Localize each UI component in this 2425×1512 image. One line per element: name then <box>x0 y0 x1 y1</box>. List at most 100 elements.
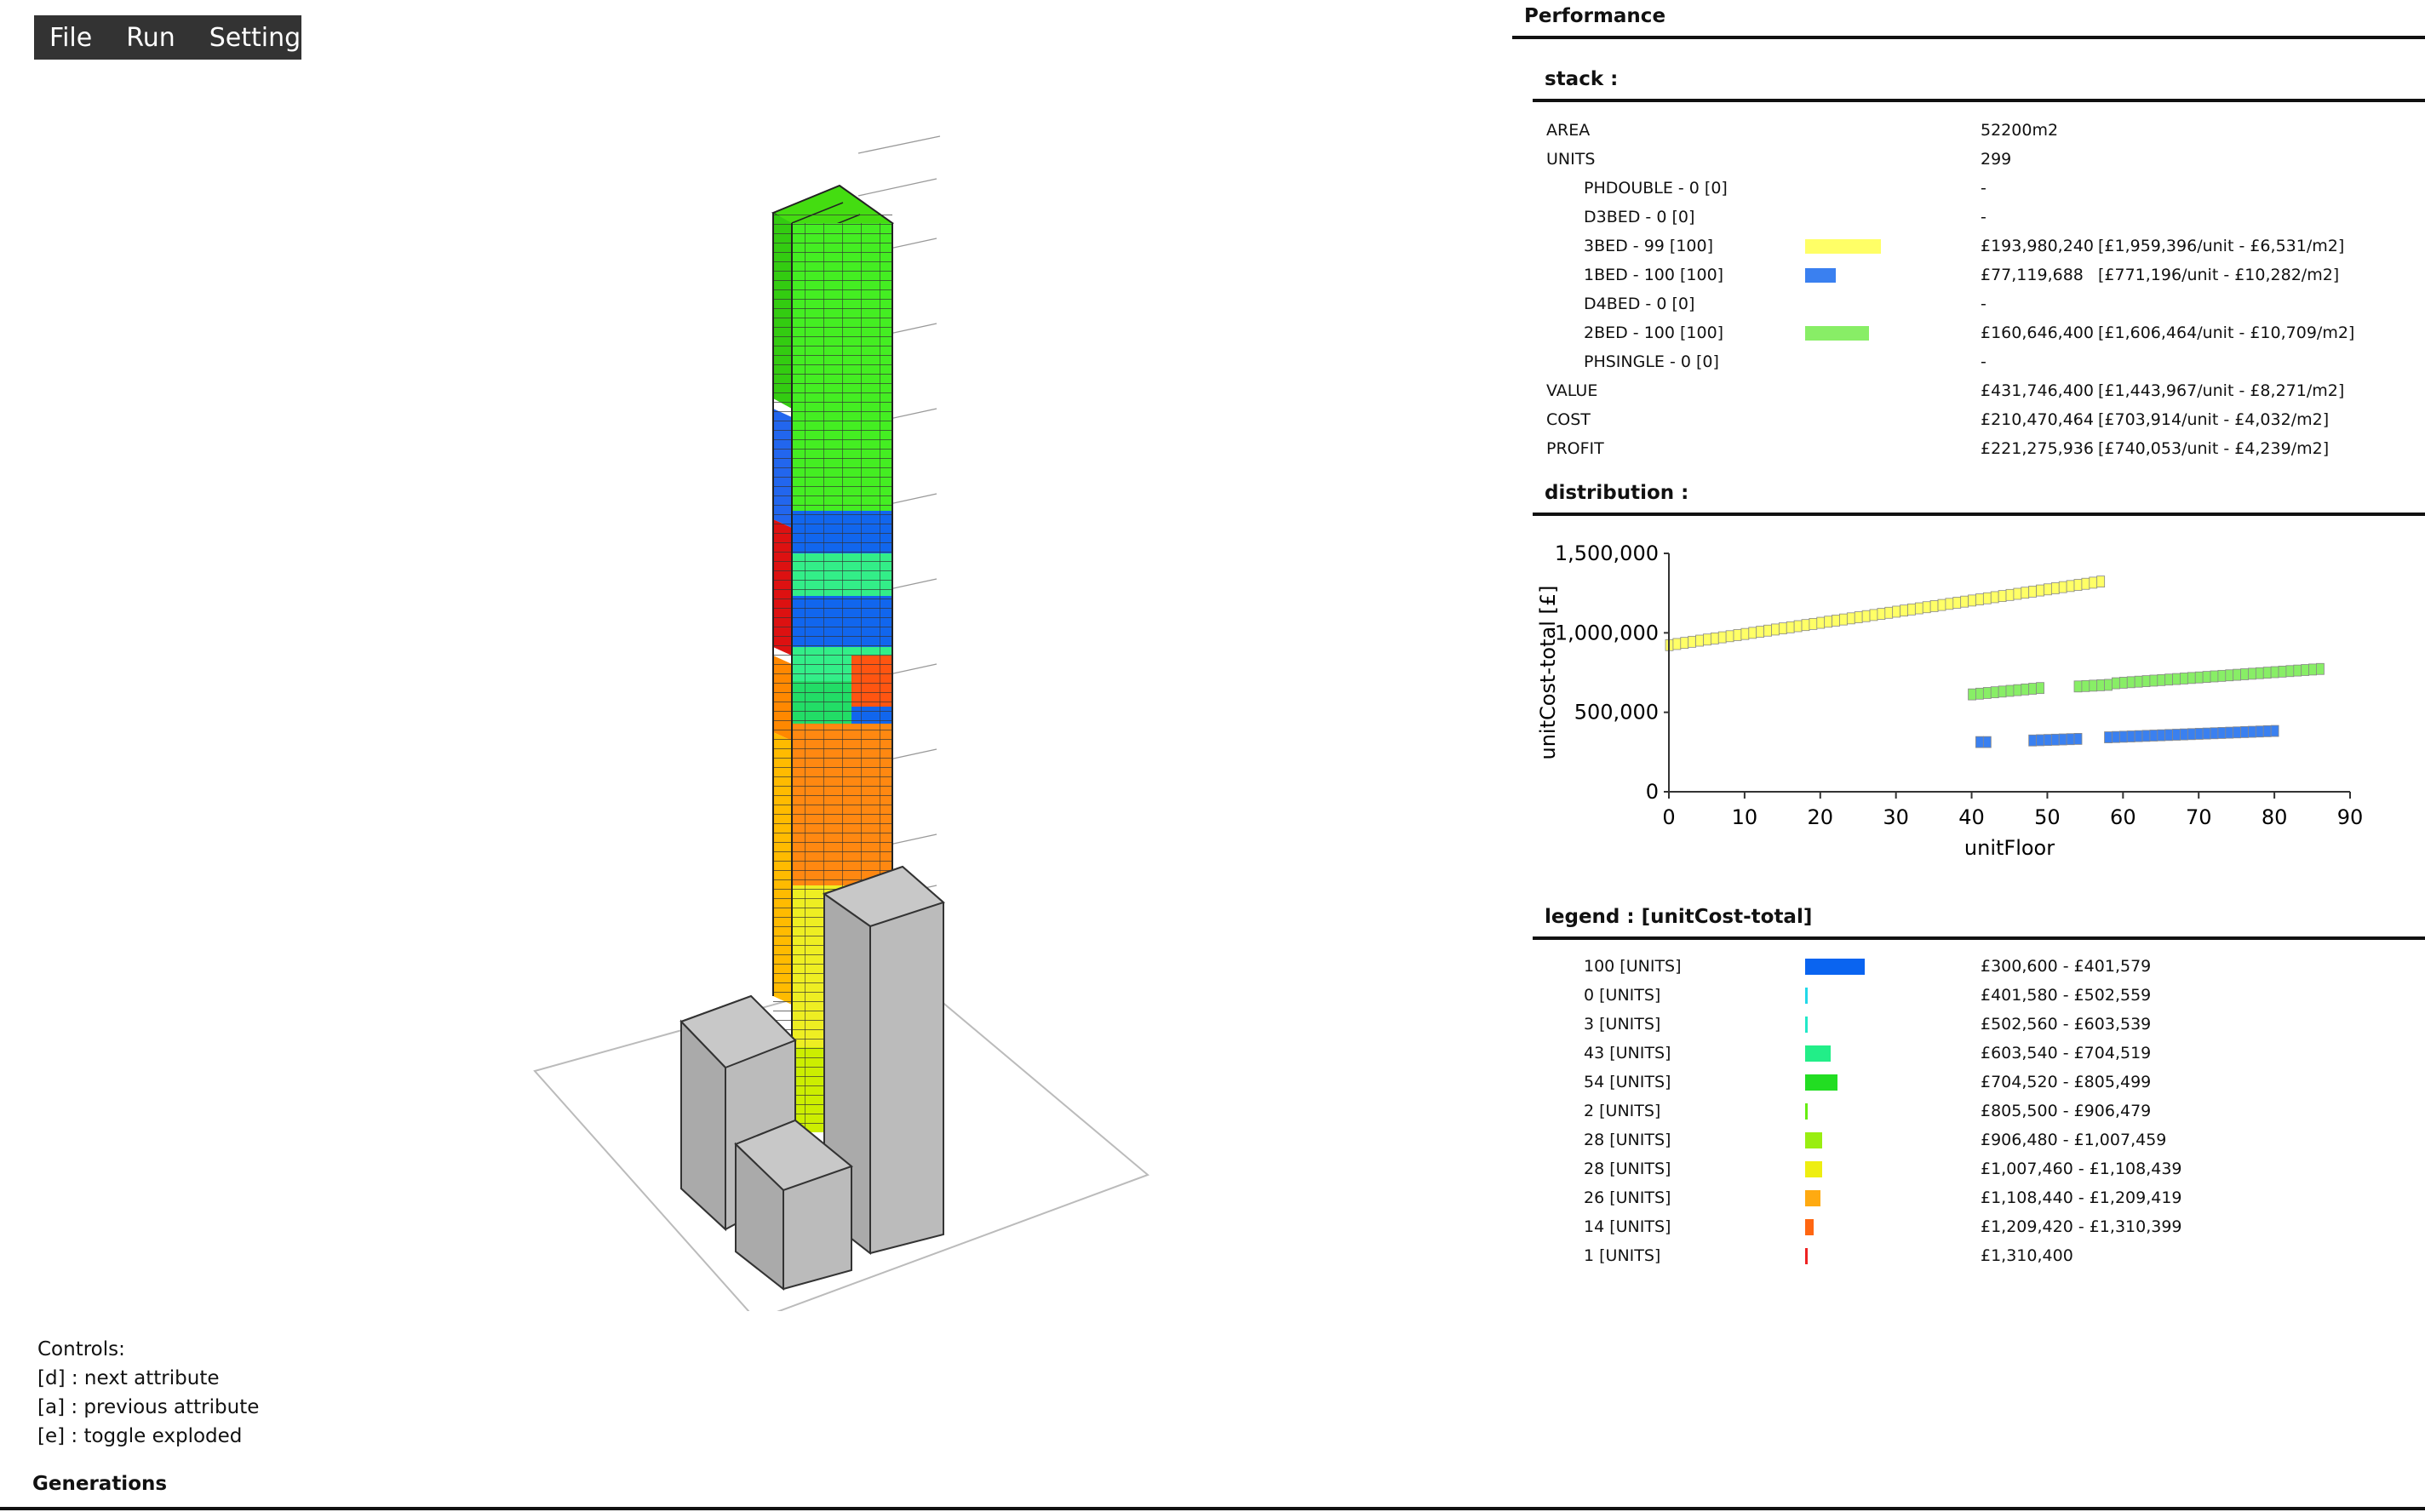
y-tick-label: 1,000,000 <box>1555 621 1659 644</box>
legend-row: 54 [UNITS] £704,520 - £805,499 <box>1584 1073 2418 1102</box>
x-tick-label: 80 <box>2262 805 2288 829</box>
scatter-point <box>1763 624 1772 637</box>
legend-count: 0 [UNITS] <box>1584 986 1661 1005</box>
legend-row: 2 [UNITS] £805,500 - £906,479 <box>1584 1102 2418 1131</box>
scatter-point <box>2058 733 2067 746</box>
scatter-point <box>2021 587 2030 599</box>
scatter-point <box>2187 728 2196 741</box>
scatter-point <box>1877 608 1886 620</box>
scatter-point <box>2005 588 2015 601</box>
legend-bar <box>1805 1132 1822 1148</box>
legend-row: 28 [UNITS] £1,007,460 - £1,108,439 <box>1584 1160 2418 1188</box>
scatter-point <box>2217 727 2227 739</box>
y-tick-label: 0 <box>1646 780 1659 804</box>
scatter-point <box>2233 668 2242 681</box>
scatter-point <box>1816 616 1826 629</box>
stack-row-cost: COST £210,470,464 [£703,914/unit - £4,03… <box>1546 410 2415 439</box>
unit-type-value: - <box>1981 295 1986 313</box>
scatter-point <box>2194 728 2204 740</box>
performance-title: Performance <box>1524 5 1666 27</box>
legend-bar <box>1805 1045 1832 1062</box>
legend-row: 1 [UNITS] £1,310,400 <box>1584 1246 2418 1275</box>
unit-type-row: 2BED - 100 [100] £160,646,400 [£1,606,46… <box>1546 324 2415 352</box>
legend-count: 43 [UNITS] <box>1584 1044 1671 1062</box>
scatter-point <box>1975 593 1984 605</box>
unit-type-label: D3BED - 0 [0] <box>1584 208 1695 226</box>
scatter-point <box>2172 673 2181 685</box>
unit-type-detail: [£1,959,396/unit - £6,531/m2] <box>2098 237 2345 255</box>
legend-bar <box>1805 1248 1808 1264</box>
scatter-point <box>2262 725 2272 737</box>
scatter-point <box>1839 613 1848 626</box>
scatter-point <box>1725 630 1734 643</box>
row-label: PROFIT <box>1546 439 1604 458</box>
menu-settings[interactable]: Settings <box>209 22 314 53</box>
scatter-point <box>1982 687 1992 699</box>
scatter-point <box>2157 729 2166 742</box>
legend-count: 2 [UNITS] <box>1584 1102 1661 1120</box>
scatter-point <box>2081 577 2090 590</box>
menu-file[interactable]: File <box>49 22 93 53</box>
legend-range: £906,480 - £1,007,459 <box>1981 1131 2167 1149</box>
scatter-point <box>2126 730 2135 742</box>
scatter-point <box>1861 610 1871 622</box>
divider <box>1512 36 2425 39</box>
scatter-point <box>1922 601 1931 614</box>
scatter-point <box>2149 730 2158 742</box>
y-tick-label: 500,000 <box>1574 701 1659 724</box>
legend-bar <box>1805 1074 1837 1091</box>
scatter-point <box>2149 674 2158 687</box>
scatter-point <box>2104 679 2113 691</box>
legend-bar <box>1805 1219 1814 1235</box>
x-tick-label: 70 <box>2186 805 2212 829</box>
scatter-point <box>1710 633 1719 644</box>
stack-row-value: VALUE £431,746,400 [£1,443,967/unit - £8… <box>1546 381 2415 410</box>
scatter-point <box>1695 634 1704 647</box>
legend-row: 26 [UNITS] £1,108,440 - £1,209,419 <box>1584 1188 2418 1217</box>
scatter-point <box>2270 724 2279 737</box>
row-detail: [£740,053/unit - £4,239/m2] <box>2098 439 2330 458</box>
row-value: £221,275,936 <box>1981 439 2094 458</box>
scatter-point <box>2126 676 2135 689</box>
scatter-point <box>1672 638 1682 650</box>
scatter-point <box>2066 733 2075 746</box>
scatter-point <box>2013 684 2022 696</box>
scatter-point <box>2164 729 2174 742</box>
unit-type-row: PHDOUBLE - 0 [0] - <box>1546 179 2415 208</box>
scatter-point <box>2225 669 2234 682</box>
x-tick-label: 60 <box>2110 805 2136 829</box>
row-value: 52200m2 <box>1981 121 2059 140</box>
legend-title: legend : [unitCost-total] <box>1545 906 1813 928</box>
scatter-point <box>1786 621 1795 633</box>
scatter-point <box>2225 726 2234 739</box>
divider <box>1533 513 2425 516</box>
row-detail: [£703,914/unit - £4,032/m2] <box>2098 410 2330 429</box>
legend-bar <box>1805 1017 1808 1033</box>
scatter-point <box>1982 736 1992 748</box>
scatter-point <box>2180 728 2188 741</box>
legend-range: £300,600 - £401,579 <box>1981 957 2152 976</box>
scatter-point <box>1703 633 1711 646</box>
scatter-point <box>2028 585 2038 598</box>
row-value: £210,470,464 <box>1981 410 2094 429</box>
menu-run[interactable]: Run <box>126 22 175 53</box>
scatter-point <box>1824 616 1833 628</box>
scatter-point <box>1748 627 1757 639</box>
scatter-point <box>1832 615 1840 627</box>
unit-type-row: 3BED - 99 [100] £193,980,240 [£1,959,396… <box>1546 237 2415 266</box>
scatter-point <box>2028 683 2038 695</box>
legend-range: £1,108,440 - £1,209,419 <box>1981 1188 2182 1207</box>
legend-row: 3 [UNITS] £502,560 - £603,539 <box>1584 1015 2418 1044</box>
x-tick-label: 40 <box>1958 805 1985 829</box>
unit-type-label: D4BED - 0 [0] <box>1584 295 1695 313</box>
legend-count: 100 [UNITS] <box>1584 957 1682 976</box>
legend-count: 28 [UNITS] <box>1584 1160 1671 1178</box>
scatter-point <box>2104 731 2113 743</box>
unit-type-row: PHSINGLE - 0 [0] - <box>1546 352 2415 381</box>
legend-row: 14 [UNITS] £1,209,420 - £1,310,399 <box>1584 1217 2418 1246</box>
3d-viewport[interactable] <box>0 68 1499 1321</box>
distribution-title: distribution : <box>1545 482 1689 504</box>
scatter-point <box>2073 732 2083 745</box>
scatter-point <box>2293 664 2302 677</box>
scatter-point <box>2118 730 2128 743</box>
